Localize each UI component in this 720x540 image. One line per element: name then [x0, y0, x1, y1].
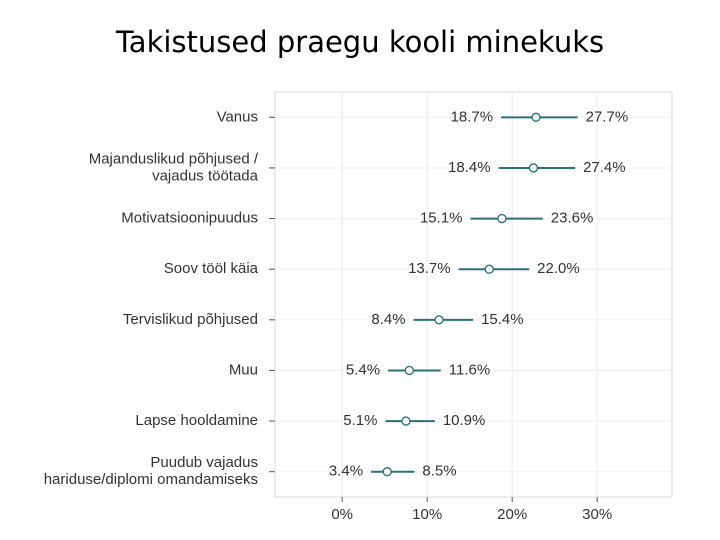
estimate-point	[484, 264, 494, 274]
low-label: 8.4%	[371, 311, 405, 328]
low-label: 5.4%	[346, 361, 380, 378]
x-tick-label: 0%	[331, 506, 353, 523]
high-label: 23.6%	[551, 210, 594, 227]
high-label: 10.9%	[443, 412, 486, 429]
high-label: 15.4%	[481, 311, 524, 328]
y-tick-label: Lapse hooldamine	[135, 412, 258, 429]
high-label: 8.5%	[422, 463, 456, 480]
low-label: 13.7%	[408, 260, 451, 277]
low-label: 18.7%	[451, 108, 494, 125]
high-label: 27.7%	[586, 108, 629, 125]
high-label: 27.4%	[583, 159, 626, 176]
y-tick-label: Muu	[229, 361, 258, 378]
low-label: 3.4%	[329, 463, 363, 480]
y-tick-label-line: Puudub vajadus	[150, 454, 258, 471]
low-label: 15.1%	[420, 210, 463, 227]
low-label: 5.1%	[343, 412, 377, 429]
low-label: 18.4%	[448, 159, 491, 176]
chart-title: Takistused praegu kooli minekuks	[115, 25, 604, 59]
y-tick-label: Soov tööl käia	[164, 260, 259, 277]
x-tick-label: 30%	[582, 506, 612, 523]
high-label: 22.0%	[537, 260, 580, 277]
estimate-point	[401, 416, 411, 426]
y-tick-label: Tervislikud põhjused	[123, 311, 258, 328]
y-tick-label: Puudub vajadus hariduse/diplomi omandamis…	[44, 454, 258, 488]
y-tick-label: Motivatsioonipuudus	[121, 210, 258, 227]
y-tick-label: Majanduslikud põhjused / vajadus töötada	[89, 150, 259, 184]
y-tick-label-line: Majanduslikud põhjused /	[89, 150, 259, 167]
estimate-point	[404, 365, 414, 376]
estimate-point	[434, 315, 444, 325]
y-tick-label-line: vajadus töötada	[152, 167, 259, 184]
y-tick-label-line: hariduse/diplomi omandamiseks	[44, 471, 258, 488]
x-tick-label: 20%	[497, 506, 527, 523]
x-tick-label: 10%	[412, 506, 442, 523]
estimate-point	[497, 213, 507, 224]
estimate-point	[528, 163, 539, 173]
high-label: 11.6%	[449, 361, 490, 378]
y-tick-label: Vanus	[217, 108, 258, 125]
estimate-point	[382, 467, 392, 477]
plot-panel	[274, 91, 673, 498]
estimate-point	[531, 112, 541, 122]
